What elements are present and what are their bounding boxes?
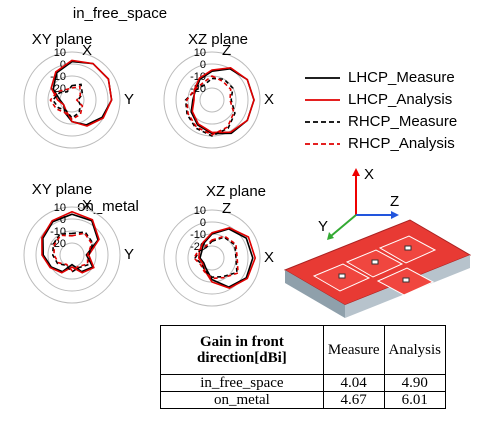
- arrowhead: [391, 211, 399, 219]
- grid-ring: [24, 207, 120, 303]
- table-row: on_metal 4.67 6.01: [161, 392, 446, 409]
- arrowhead: [352, 168, 360, 176]
- cell: 4.67: [323, 392, 384, 409]
- cell: in_free_space: [161, 375, 324, 392]
- page: {"labels": {"free": "in_free_space", "me…: [0, 0, 495, 432]
- table-header: Gain in front direction[dBi] Measure Ana…: [161, 326, 446, 375]
- axis-arrow: [331, 215, 356, 236]
- r-tick-label: -10: [190, 229, 206, 241]
- header-cell: Analysis: [384, 326, 446, 375]
- chart-title: XY plane: [32, 31, 93, 48]
- cell: on_metal: [161, 392, 324, 409]
- chart-title: XZ plane: [206, 183, 266, 200]
- angle-label: X: [264, 91, 274, 108]
- angle-label: X: [82, 197, 92, 214]
- antenna-diagram: X Z Y: [285, 166, 470, 318]
- r-tick-label: 10: [194, 47, 206, 59]
- r-tick-label: 10: [54, 202, 66, 214]
- axis-label: Z: [390, 193, 399, 210]
- feed: [403, 278, 409, 282]
- legend-label: LHCP_Measure: [348, 69, 455, 86]
- feed: [372, 260, 378, 264]
- axis-label: Y: [318, 218, 328, 235]
- grid-ring: [24, 52, 120, 148]
- chart-title: XZ plane: [188, 31, 248, 48]
- angle-label: Y: [124, 246, 134, 263]
- gain-table: Gain in front direction[dBi] Measure Ana…: [160, 325, 446, 409]
- angle-label: Y: [124, 91, 134, 108]
- header-cell: Measure: [323, 326, 384, 375]
- legend-label: LHCP_Analysis: [348, 91, 452, 108]
- grid-ring: [164, 210, 260, 306]
- r-tick-label: 0: [200, 217, 206, 229]
- legend-label: RHCP_Analysis: [348, 135, 455, 152]
- feed: [405, 246, 411, 250]
- r-tick-label: 10: [194, 205, 206, 217]
- r-tick-label: 10: [54, 47, 66, 59]
- cell: 6.01: [384, 392, 446, 409]
- group-label: in_free_space: [73, 5, 167, 22]
- cell: 4.04: [323, 375, 384, 392]
- feed: [339, 274, 345, 278]
- pattern-curve: [192, 68, 254, 133]
- legend-label: RHCP_Measure: [348, 113, 457, 130]
- angle-label: Z: [222, 200, 231, 217]
- angle-label: X: [264, 249, 274, 266]
- chart-title: XY plane: [32, 181, 93, 198]
- header-cell: Gain in front direction[dBi]: [161, 326, 324, 375]
- grid-ring: [36, 64, 108, 136]
- r-tick-label: 0: [200, 59, 206, 71]
- cell: 4.90: [384, 375, 446, 392]
- axis-label: X: [364, 166, 374, 183]
- table-row: in_free_space 4.04 4.90: [161, 375, 446, 392]
